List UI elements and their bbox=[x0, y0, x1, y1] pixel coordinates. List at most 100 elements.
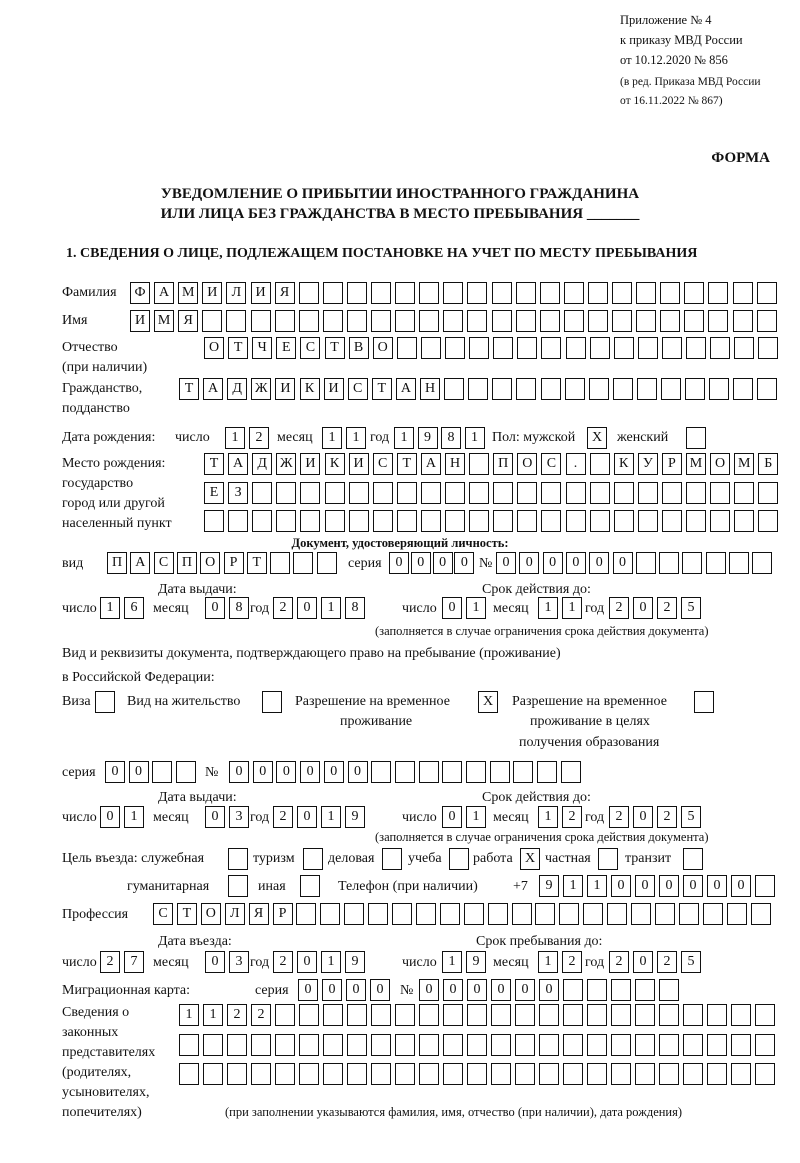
char-box[interactable]: Я bbox=[274, 282, 295, 304]
char-box[interactable]: 0 bbox=[519, 552, 540, 574]
char-box[interactable] bbox=[540, 378, 561, 400]
char-box[interactable] bbox=[445, 337, 465, 359]
char-box[interactable]: 9 bbox=[466, 951, 486, 973]
char-box[interactable]: И bbox=[348, 453, 369, 475]
char-box[interactable]: 2 bbox=[249, 427, 269, 449]
char-box[interactable] bbox=[299, 1004, 319, 1026]
char-box[interactable] bbox=[589, 510, 610, 532]
char-box[interactable]: 1 bbox=[203, 1004, 223, 1026]
char-box[interactable]: В bbox=[348, 337, 369, 359]
char-box[interactable]: Е bbox=[204, 482, 224, 504]
char-box[interactable]: 1 bbox=[225, 427, 245, 449]
char-box[interactable] bbox=[660, 310, 681, 332]
char-box[interactable]: О bbox=[204, 337, 224, 359]
char-box[interactable] bbox=[491, 1063, 511, 1085]
char-box[interactable] bbox=[394, 761, 415, 783]
char-box[interactable] bbox=[275, 1034, 295, 1056]
char-box[interactable]: У bbox=[637, 453, 658, 475]
char-box[interactable]: Я bbox=[178, 310, 199, 332]
char-box[interactable]: М bbox=[178, 282, 199, 304]
char-box[interactable] bbox=[732, 282, 753, 304]
char-box[interactable] bbox=[539, 282, 560, 304]
char-box[interactable]: 0 bbox=[297, 951, 317, 973]
char-box[interactable]: Б bbox=[758, 453, 779, 475]
char-box[interactable] bbox=[563, 1034, 583, 1056]
char-box[interactable] bbox=[493, 482, 514, 504]
char-box[interactable] bbox=[636, 378, 657, 400]
char-box[interactable] bbox=[371, 282, 391, 304]
char-box[interactable]: О bbox=[200, 903, 221, 925]
char-box[interactable] bbox=[583, 903, 604, 925]
char-box[interactable] bbox=[252, 482, 273, 504]
char-box[interactable]: К bbox=[324, 453, 345, 475]
char-box[interactable] bbox=[511, 903, 532, 925]
char-box[interactable] bbox=[439, 903, 460, 925]
char-box[interactable] bbox=[659, 1034, 679, 1056]
char-box[interactable]: Т bbox=[371, 378, 392, 400]
char-box[interactable]: 0 bbox=[467, 979, 487, 1001]
char-box[interactable] bbox=[515, 310, 536, 332]
char-box[interactable]: 1 bbox=[321, 806, 341, 828]
char-box[interactable] bbox=[347, 1063, 367, 1085]
char-box[interactable] bbox=[418, 761, 439, 783]
char-box[interactable] bbox=[750, 903, 771, 925]
char-box[interactable] bbox=[467, 1034, 487, 1056]
char-box[interactable] bbox=[468, 378, 489, 400]
char-box[interactable]: Р bbox=[661, 453, 682, 475]
char-box[interactable]: П bbox=[493, 453, 514, 475]
char-box[interactable] bbox=[539, 1034, 559, 1056]
char-box[interactable] bbox=[445, 510, 465, 532]
char-box[interactable] bbox=[323, 1063, 343, 1085]
char-box[interactable] bbox=[709, 378, 730, 400]
char-box[interactable] bbox=[541, 482, 562, 504]
char-box[interactable] bbox=[371, 310, 391, 332]
char-box[interactable] bbox=[563, 1004, 583, 1026]
char-box[interactable]: 1 bbox=[538, 951, 558, 973]
char-box[interactable] bbox=[371, 1034, 391, 1056]
char-box[interactable] bbox=[491, 1034, 511, 1056]
char-box[interactable] bbox=[563, 1063, 583, 1085]
char-box[interactable]: 0 bbox=[707, 875, 727, 897]
char-box[interactable]: 0 bbox=[659, 875, 679, 897]
char-box[interactable] bbox=[734, 482, 755, 504]
char-box[interactable]: 8 bbox=[441, 427, 461, 449]
char-box[interactable]: Т bbox=[176, 903, 197, 925]
char-box[interactable]: 0 bbox=[432, 552, 453, 574]
char-box[interactable] bbox=[466, 761, 486, 783]
char-box[interactable]: 9 bbox=[345, 951, 365, 973]
char-box[interactable] bbox=[755, 1004, 775, 1026]
char-box[interactable]: 1 bbox=[124, 806, 144, 828]
char-box[interactable] bbox=[228, 848, 248, 870]
char-box[interactable]: 0 bbox=[539, 979, 559, 1001]
char-box[interactable] bbox=[539, 1063, 559, 1085]
char-box[interactable] bbox=[612, 310, 632, 332]
char-box[interactable]: А bbox=[228, 453, 249, 475]
char-box[interactable]: 0 bbox=[515, 979, 535, 1001]
char-box[interactable]: А bbox=[154, 282, 175, 304]
char-box[interactable] bbox=[731, 1034, 751, 1056]
char-box[interactable] bbox=[613, 337, 634, 359]
char-box[interactable] bbox=[179, 1063, 199, 1085]
char-box[interactable] bbox=[635, 1004, 655, 1026]
char-box[interactable] bbox=[491, 1004, 511, 1026]
char-box[interactable] bbox=[250, 310, 271, 332]
char-box[interactable] bbox=[613, 482, 634, 504]
char-box[interactable] bbox=[686, 510, 706, 532]
char-box[interactable] bbox=[694, 691, 714, 713]
char-box[interactable] bbox=[348, 482, 369, 504]
char-box[interactable]: И bbox=[250, 282, 271, 304]
char-box[interactable] bbox=[469, 510, 490, 532]
char-box[interactable]: И bbox=[202, 282, 223, 304]
char-box[interactable]: X bbox=[587, 427, 607, 449]
char-box[interactable]: 0 bbox=[633, 597, 653, 619]
char-box[interactable] bbox=[684, 282, 705, 304]
char-box[interactable] bbox=[322, 282, 343, 304]
char-box[interactable]: 5 bbox=[681, 806, 701, 828]
char-box[interactable] bbox=[515, 1063, 535, 1085]
char-box[interactable]: 2 bbox=[609, 951, 629, 973]
char-box[interactable] bbox=[95, 691, 115, 713]
char-box[interactable] bbox=[686, 482, 706, 504]
char-box[interactable] bbox=[179, 1034, 199, 1056]
char-box[interactable] bbox=[275, 1063, 295, 1085]
char-box[interactable]: Ж bbox=[276, 453, 297, 475]
